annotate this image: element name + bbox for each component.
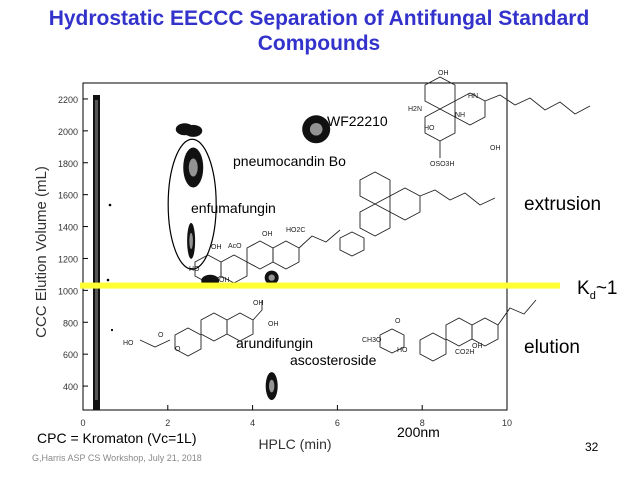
minor-spot: [184, 124, 203, 137]
plot-frame: [82, 82, 508, 411]
y-tick-label: 1200: [58, 254, 78, 264]
footer-credit: G,Harris ASP CS Workshop, July 21, 2018: [32, 453, 202, 463]
x-tick-label: 0: [80, 418, 85, 428]
y-tick-label: 1000: [58, 286, 78, 296]
structure-label: OH: [219, 277, 230, 284]
structure-label: H2N: [408, 106, 422, 113]
structure-label: CH3O: [362, 337, 382, 344]
x-axis: 0 2 4 6 8 10: [80, 405, 512, 428]
structure-label: NH: [455, 112, 465, 119]
structure-label: OH: [253, 300, 264, 307]
compound-spot-core: [188, 158, 198, 177]
solvent-front-streak: [93, 95, 100, 410]
compound-spot-core: [309, 122, 323, 136]
structure-label: OH: [490, 145, 501, 152]
kd-subscript: d: [589, 289, 596, 302]
structure-enfumafungin: [194, 229, 341, 284]
y-tick-label: 1800: [58, 159, 78, 169]
page-number: 32: [585, 440, 599, 454]
compound-label: enfumafungin: [191, 200, 276, 216]
compound-spot-core: [189, 232, 193, 250]
y-tick-label: 2000: [58, 127, 78, 137]
wavelength-label: 200nm: [397, 424, 440, 440]
structure-pneumocandin: [339, 171, 496, 257]
compound-label: pneumocandin Bo: [233, 153, 346, 169]
y-tick-label: 2200: [58, 95, 78, 105]
structure-label: O: [158, 332, 164, 339]
structure-labels: HO2C AcO OH OH HO OH OH OH HO O O CH3O H…: [123, 70, 501, 356]
structure-label: OH: [262, 231, 273, 238]
structure-label: OH: [438, 70, 449, 77]
structure-label: HO2C: [286, 227, 305, 234]
x-tick-label: 6: [335, 418, 340, 428]
compound-spot-core: [268, 379, 275, 393]
structure-label: HO: [424, 125, 435, 132]
y-axis: 400 600 800 1000 1200 1400 1600 1800 2000 2200: [58, 95, 88, 392]
grouping-ellipse: [167, 138, 217, 270]
structure-label: HN: [468, 93, 478, 100]
slide-title: Hydrostatic EECCC Separation of Antifung…: [0, 6, 638, 56]
structure-label: HO: [123, 340, 134, 347]
x-tick-label: 10: [502, 418, 512, 428]
compound-label: WF22210: [327, 113, 388, 129]
structure-label: O: [175, 346, 181, 353]
kd-label: Kd~1: [577, 278, 617, 302]
structure-label: OH: [472, 343, 483, 350]
spot-speck: [106, 278, 110, 282]
structure-label: O: [395, 318, 401, 325]
x-axis-title: HPLC (min): [258, 436, 331, 452]
structure-label: OH: [211, 244, 222, 251]
title-line-2: Compounds: [257, 32, 381, 55]
structure-ascosteroside: [379, 299, 537, 362]
title-line-1: Hydrostatic EECCC Separation of Antifung…: [48, 7, 590, 30]
compound-label: ascosteroside: [290, 352, 377, 368]
structure-label: OH: [268, 321, 279, 328]
structure-label: CO2H: [455, 349, 474, 356]
x-tick-label: 2: [165, 418, 170, 428]
elution-label: elution: [524, 337, 580, 358]
y-tick-label: 400: [63, 382, 78, 392]
y-axis-title: CCC Elution Volume (mL): [33, 166, 50, 338]
kd-letter: K: [577, 278, 590, 299]
x-tick-label: 8: [420, 418, 425, 428]
spot-speck: [108, 203, 112, 207]
y-tick-label: 800: [63, 318, 78, 328]
compound-spot-core: [268, 274, 275, 281]
compound-label: arundifungin: [236, 335, 313, 351]
spot-speck: [110, 328, 114, 332]
kd-line: [80, 282, 560, 289]
x-tick-label: 4: [250, 418, 255, 428]
y-tick-label: 1600: [58, 191, 78, 201]
instrument-label: CPC = Kromaton (Vc=1L): [37, 430, 197, 446]
extrusion-label: extrusion: [524, 194, 602, 215]
structure-label: HO: [397, 347, 408, 354]
y-tick-label: 600: [63, 350, 78, 360]
structure-arundifungin: [139, 300, 263, 357]
structure-label: AcO: [228, 243, 242, 250]
y-tick-label: 1400: [58, 223, 78, 233]
kd-value: ~1: [595, 278, 618, 299]
structure-label: OSO3H: [430, 161, 455, 168]
structure-wf22210: [424, 76, 591, 158]
